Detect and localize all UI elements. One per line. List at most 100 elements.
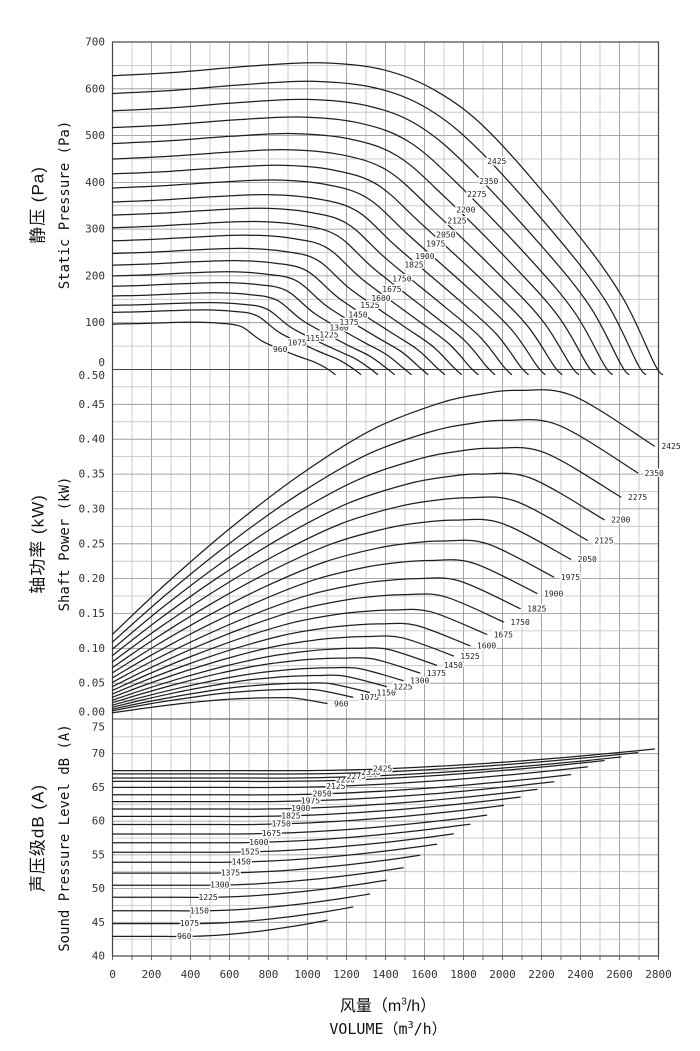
pressure-tick-label: 0 — [98, 356, 105, 369]
pressure-curve-1525 — [111, 247, 463, 376]
noise-rpm-label-1525: 1525 — [240, 847, 259, 856]
power-rpm-label-1900: 1900 — [544, 589, 563, 598]
pressure-curve-2200 — [111, 116, 613, 376]
x-axis-title-en-pre: VOLUME（m — [329, 1020, 408, 1038]
pressure-rpm-label-1675: 1675 — [382, 285, 401, 294]
power-rpm-label-1525: 1525 — [460, 652, 479, 661]
noise-tick-label: 65 — [92, 781, 105, 794]
pressure-rpm-label-2125: 2125 — [447, 216, 466, 225]
pressure-tick-label: 100 — [85, 316, 105, 329]
noise-curve-1525 — [111, 833, 455, 853]
pressure-curve-1900 — [111, 179, 546, 376]
pressure-curve-2350 — [111, 80, 647, 376]
power-curve-1525 — [111, 635, 455, 698]
pressure-rpm-label-1450: 1450 — [348, 310, 367, 319]
noise-rpm-label-1750: 1750 — [272, 820, 291, 829]
power-curve-2125 — [111, 496, 588, 663]
power-axis-title-en: Shaft Power (kW) — [57, 476, 73, 612]
x-tick-label: 200 — [142, 968, 162, 981]
noise-curve-2275 — [111, 756, 622, 779]
power-axis-title-zh: 轴功率 (kW) — [28, 494, 48, 594]
noise-rpm-label-1975: 1975 — [301, 796, 320, 805]
pressure-rpm-label-2050: 2050 — [436, 230, 455, 239]
noise-rpm-label-1450: 1450 — [232, 858, 251, 867]
noise-curve-1975 — [111, 781, 555, 803]
power-rpm-label-2275: 2275 — [628, 493, 647, 502]
noise-curve-2200 — [111, 759, 605, 783]
power-rpm-label-1075: 1075 — [360, 693, 379, 702]
pressure-curve-1450 — [111, 259, 446, 376]
power-tick-label: 0.30 — [79, 502, 106, 515]
pressure-curve-1825 — [111, 193, 529, 376]
noise-axis-title-en: Sound Pressure Level dB (A) — [57, 724, 73, 952]
power-curve-1600 — [111, 622, 471, 695]
pressure-rpm-label-1300: 1300 — [329, 323, 348, 332]
power-tick-label: 0.20 — [79, 572, 106, 585]
pressure-curve-1975 — [111, 164, 563, 376]
pressure-curve-1750 — [111, 207, 513, 376]
x-axis-title-en: VOLUME（m3/h） — [329, 1018, 446, 1039]
power-rpm-label-2200: 2200 — [611, 516, 630, 525]
power-curve-2200 — [111, 472, 605, 657]
power-curve-960 — [111, 696, 328, 714]
power-curve-2050 — [111, 518, 572, 669]
pressure-curve-2275 — [111, 98, 630, 376]
x-tick-label: 1000 — [294, 968, 321, 981]
power-curve-1900 — [111, 559, 538, 679]
power-rpm-label-2125: 2125 — [594, 536, 613, 545]
noise-rpm-label-1300: 1300 — [210, 881, 229, 890]
pressure-curve-2050 — [111, 149, 580, 376]
pressure-tick-label: 400 — [85, 176, 105, 189]
power-rpm-label-1750: 1750 — [511, 618, 530, 627]
pressure-tick-label: 500 — [85, 129, 105, 142]
pressure-rpm-label-2425: 2425 — [487, 157, 506, 166]
x-tick-label: 2400 — [567, 968, 594, 981]
pressure-tick-label: 600 — [85, 82, 105, 95]
power-curve-1750 — [111, 593, 505, 688]
pressure-tick-label: 700 — [85, 36, 105, 49]
power-tick-label: 0.50 — [79, 369, 106, 382]
noise-curve-1900 — [111, 788, 538, 810]
pressure-axis-title-en: Static Pressure (Pa) — [57, 120, 73, 290]
x-tick-label: 1600 — [411, 968, 438, 981]
x-tick-label: 1800 — [450, 968, 477, 981]
noise-tick-label: 60 — [92, 815, 105, 828]
power-curve-2275 — [111, 446, 622, 650]
x-tick-label: 0 — [109, 968, 116, 981]
x-axis-title-en-sup: 3 — [407, 1020, 414, 1031]
pressure-rpm-label-960: 960 — [273, 345, 288, 354]
power-rpm-label-2050: 2050 — [578, 555, 597, 564]
noise-rpm-label-1675: 1675 — [262, 829, 281, 838]
power-rpm-label-1450: 1450 — [444, 661, 463, 670]
power-tick-label: 0.05 — [79, 677, 106, 690]
power-curve-2425 — [111, 389, 656, 636]
noise-rpm-label-1900: 1900 — [291, 804, 310, 813]
x-tick-label: 2800 — [645, 968, 672, 981]
power-tick-label: 0.40 — [79, 433, 106, 446]
power-curve-1450 — [111, 647, 438, 701]
pressure-axis-title-zh: 静压 (Pa) — [28, 166, 48, 244]
noise-rpm-label-1150: 1150 — [190, 906, 209, 915]
noise-curve-1825 — [111, 796, 521, 818]
noise-curve-1150 — [111, 893, 371, 912]
x-axis-title-zh-pre: 风量（m — [339, 998, 402, 1015]
power-curve-2350 — [111, 419, 639, 643]
noise-curve-2425 — [111, 748, 656, 772]
noise-tick-label: 50 — [92, 882, 105, 895]
x-axis-title-zh-sup: 3 — [401, 996, 407, 1008]
noise-axis-title-zh: 声压级dB (A) — [28, 783, 48, 893]
noise-curve-2050 — [111, 773, 572, 796]
pressure-rpm-label-2350: 2350 — [479, 177, 498, 186]
x-tick-label: 800 — [259, 968, 279, 981]
pressure-rpm-label-1525: 1525 — [360, 301, 379, 310]
noise-curve-1300 — [111, 867, 404, 886]
noise-curve-2350 — [111, 751, 639, 775]
pressure-rpm-label-1375: 1375 — [339, 318, 358, 327]
power-tick-label: 0.10 — [79, 642, 106, 655]
power-rpm-label-1975: 1975 — [561, 573, 580, 582]
power-rpm-label-1375: 1375 — [427, 669, 446, 678]
x-tick-label: 2000 — [489, 968, 516, 981]
pressure-rpm-label-2275: 2275 — [467, 190, 486, 199]
